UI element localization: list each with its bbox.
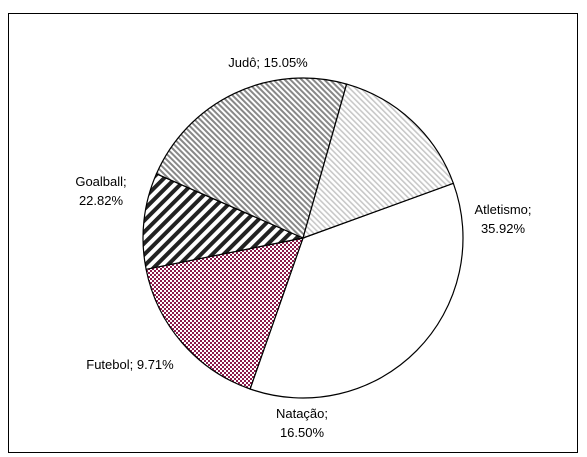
pie-slice-judô (302, 83, 455, 239)
pie-slice-natação (145, 237, 304, 390)
slice-label-line: 35.92% (481, 221, 526, 236)
pie-slice-goalball (155, 77, 348, 239)
slice-label-line: Goalball; (75, 174, 126, 189)
slice-label-line: 22.82% (79, 193, 124, 208)
slice-label-atletismo: Atletismo; 35.92% (474, 202, 531, 236)
slice-label-line: Futebol; 9.71% (86, 357, 174, 372)
pie-slice-atletismo (249, 182, 464, 399)
slice-label-line: Judô; 15.05% (228, 55, 308, 70)
slice-label-natação: Natação; 16.50% (276, 406, 328, 440)
slice-label-line: 16.50% (280, 425, 325, 440)
pie-labels: Atletismo; 35.92% Natação; 16.50% Futebol; 9… (75, 55, 531, 440)
slice-label-goalball: Goalball; 22.82% (75, 174, 126, 208)
pie-slices (142, 77, 464, 399)
pie-slice-futebol (142, 172, 305, 271)
slice-label-line: Natação; (276, 406, 328, 421)
slice-label-futebol: Futebol; 9.71% (86, 357, 174, 372)
slice-label-judô: Judô; 15.05% (228, 55, 308, 70)
slice-label-line: Atletismo; (474, 202, 531, 217)
